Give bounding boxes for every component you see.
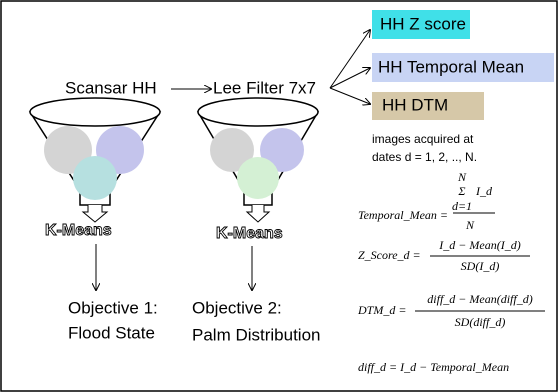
formula-numerator: I_d — [475, 184, 493, 198]
objective-label: Objective 1: — [68, 298, 158, 317]
objective-label: Palm Distribution — [192, 325, 321, 344]
formula-lhs: Z_Score_d = — [358, 248, 421, 262]
formula-denominator: SD(diff_d) — [455, 315, 506, 329]
formula-denominator: N — [465, 218, 475, 232]
filter-label: Lee Filter 7x7 — [213, 78, 316, 97]
formula-lhs: DTM_d = — [357, 303, 406, 317]
formula-denominator: SD(I_d) — [461, 259, 500, 273]
objective-label: Objective 2: — [192, 298, 282, 317]
formula-numerator: I_d − Mean(I_d) — [438, 238, 520, 252]
source-label: Scansar HH — [65, 78, 157, 97]
note: images acquired at — [372, 132, 474, 146]
method-label: K-Means — [45, 222, 112, 239]
method-label: K-Means — [216, 225, 283, 242]
product-label: HH DTM — [382, 95, 448, 114]
product-label: HH Z score — [380, 14, 466, 33]
product-label: HH Temporal Mean — [378, 57, 524, 76]
objective-label: Flood State — [68, 323, 155, 342]
formula-numerator: diff_d − Mean(diff_d) — [427, 292, 532, 306]
formula-sum: Σ — [457, 184, 465, 198]
formula-lhs: Temporal_Mean = — [358, 208, 448, 222]
formula-lhs: diff_d = I_d − Temporal_Mean — [358, 360, 509, 374]
formula-upper: N — [457, 170, 467, 184]
note: dates d = 1, 2, .., N. — [372, 150, 477, 164]
slide: Scansar HH Lee Filter 7x7 HH Z score HH … — [0, 0, 558, 392]
formula-lower: d=1 — [452, 199, 472, 213]
